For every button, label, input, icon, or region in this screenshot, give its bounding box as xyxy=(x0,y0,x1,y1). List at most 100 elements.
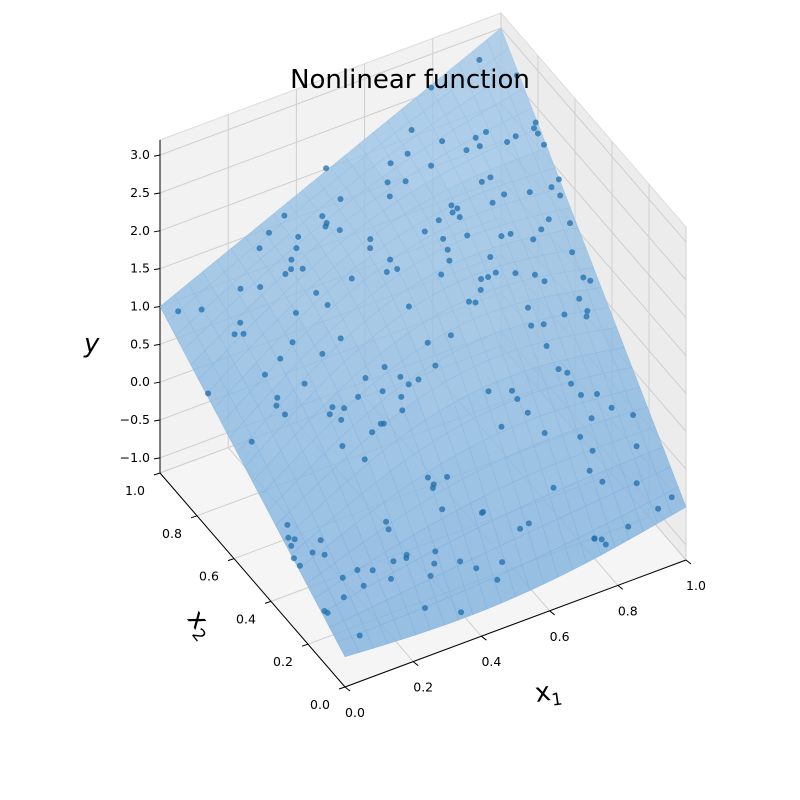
scatter-points xyxy=(175,56,675,639)
data-point xyxy=(633,480,640,487)
data-point xyxy=(472,299,479,306)
data-point xyxy=(429,485,436,491)
data-point xyxy=(354,567,361,573)
data-point xyxy=(205,390,212,397)
z-tick-mark xyxy=(153,457,161,460)
data-point xyxy=(369,429,376,436)
data-point xyxy=(322,223,329,230)
data-point xyxy=(633,443,640,450)
data-point xyxy=(339,574,346,581)
data-point xyxy=(282,271,289,277)
data-point xyxy=(369,567,376,574)
x2-tick-label: 0.0 xyxy=(310,697,330,712)
x1-tick-mark xyxy=(617,585,624,590)
data-point xyxy=(577,433,584,440)
x2-tick-mark xyxy=(153,472,161,476)
data-point xyxy=(383,269,390,275)
data-point xyxy=(494,576,501,583)
data-point xyxy=(296,562,303,569)
data-point xyxy=(284,521,291,528)
x1-tick-mark xyxy=(344,686,351,692)
data-point xyxy=(317,537,324,544)
z-tick-mark xyxy=(153,192,161,195)
data-point xyxy=(464,232,471,239)
data-point xyxy=(290,555,297,562)
data-point xyxy=(339,443,346,449)
data-point xyxy=(362,375,369,381)
data-point xyxy=(477,286,484,293)
z-tick-label: 1.5 xyxy=(130,261,150,276)
data-point xyxy=(568,380,575,387)
data-point xyxy=(538,226,545,233)
surface-patch xyxy=(336,636,360,658)
data-point xyxy=(397,373,404,380)
data-point xyxy=(580,274,587,281)
data-point xyxy=(288,542,295,549)
data-point xyxy=(293,245,300,252)
data-point xyxy=(439,138,446,145)
data-point xyxy=(514,396,521,402)
data-point xyxy=(405,303,412,310)
data-point xyxy=(175,308,182,315)
data-point xyxy=(507,230,514,237)
data-point xyxy=(524,409,531,416)
data-point xyxy=(541,278,548,285)
data-point xyxy=(531,271,538,278)
data-point xyxy=(385,526,392,533)
data-point xyxy=(386,193,393,200)
data-point xyxy=(198,306,205,313)
data-point xyxy=(319,213,326,220)
data-point xyxy=(355,393,362,400)
data-point xyxy=(321,551,328,558)
z-axis-label: y xyxy=(83,329,100,359)
data-point xyxy=(550,484,557,491)
data-point xyxy=(532,119,539,126)
data-point xyxy=(360,582,367,589)
z-tick-mark xyxy=(153,268,161,271)
data-point xyxy=(584,308,591,314)
data-point xyxy=(240,330,247,337)
data-point xyxy=(534,130,541,137)
data-point xyxy=(321,608,328,614)
x1-tick-label: 0.8 xyxy=(618,603,638,618)
x1-tick-label: 0.0 xyxy=(345,705,365,720)
data-point xyxy=(588,415,595,422)
data-point xyxy=(594,391,600,397)
data-point xyxy=(273,402,280,409)
data-point xyxy=(466,298,472,305)
data-point xyxy=(383,518,390,525)
data-point xyxy=(266,229,272,236)
data-point xyxy=(545,216,552,223)
data-point xyxy=(248,438,255,445)
z-tick-mark xyxy=(153,419,161,422)
data-point xyxy=(525,520,532,527)
x2-tick-mark xyxy=(301,643,309,647)
data-point xyxy=(431,560,438,567)
data-point xyxy=(602,541,609,548)
data-point xyxy=(337,335,344,342)
surface-mesh xyxy=(159,27,687,658)
x1-axis-line xyxy=(344,559,687,688)
data-point xyxy=(428,162,435,169)
data-point xyxy=(301,380,308,387)
data-point xyxy=(323,165,330,172)
data-point xyxy=(326,411,333,418)
data-point xyxy=(448,202,455,209)
z-tick-label: 2.5 xyxy=(130,185,150,200)
data-point xyxy=(336,227,343,234)
data-point xyxy=(435,217,442,224)
data-point xyxy=(402,178,409,185)
data-point xyxy=(440,235,447,242)
data-point xyxy=(526,189,533,196)
z-tick-label: −0.5 xyxy=(120,412,150,427)
data-point xyxy=(456,214,463,221)
data-point xyxy=(282,411,288,418)
x1-tick-label: 1.0 xyxy=(686,578,706,593)
data-point xyxy=(487,254,494,260)
data-point xyxy=(444,473,451,480)
data-point xyxy=(476,56,483,63)
data-point xyxy=(498,233,505,240)
data-point xyxy=(555,366,562,373)
data-point xyxy=(438,271,445,278)
